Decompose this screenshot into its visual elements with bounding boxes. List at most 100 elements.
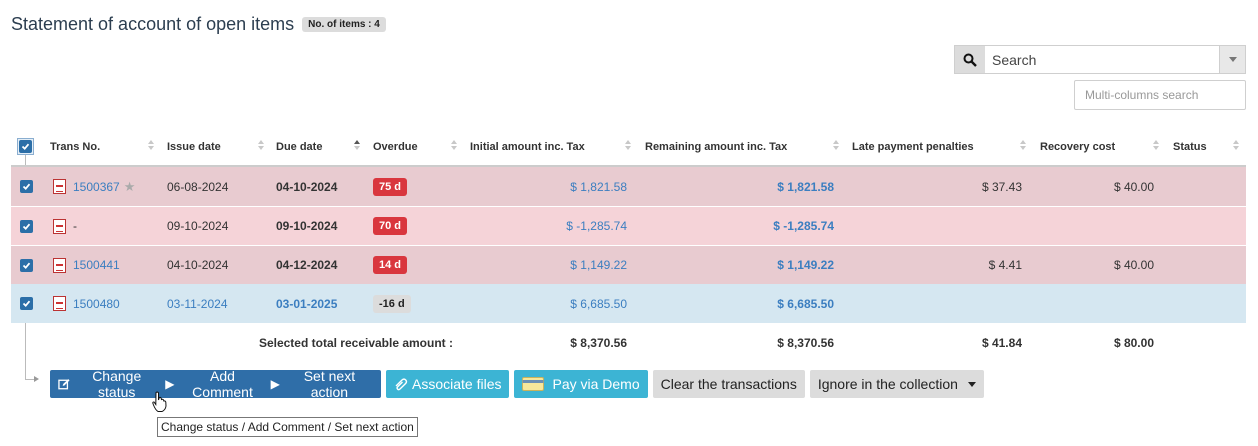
edit-icon — [58, 378, 70, 389]
due-date: 04-10-2024 — [276, 179, 338, 194]
search-icon — [963, 53, 977, 67]
set-next-action-label: Set next action — [303, 368, 356, 400]
action-bar: Change status ▶ Add Comment ▶ Set next a… — [50, 368, 984, 400]
col-recovery-cost[interactable]: Recovery cost — [1040, 141, 1116, 153]
overdue-cell: 75 d — [373, 167, 408, 206]
overdue-badge: -16 d — [373, 294, 411, 313]
pay-via-demo-label: Pay via Demo — [552, 376, 640, 392]
col-overdue[interactable]: Overdue — [373, 141, 418, 153]
col-remaining-amount[interactable]: Remaining amount inc. Tax — [645, 141, 788, 153]
col-due-date[interactable]: Due date — [276, 141, 323, 153]
table-row[interactable]: 1500441 04-10-2024 04-12-2024 14 d $ 1,1… — [11, 245, 1246, 284]
row-checkbox[interactable] — [20, 207, 33, 245]
col-late-penalties[interactable]: Late payment penalties — [852, 141, 974, 153]
remaining-amount: $ -1,285.74 — [773, 219, 834, 233]
trans-no-link[interactable]: 1500367 — [73, 179, 120, 194]
trans-no-cell: - — [53, 207, 77, 245]
table-row[interactable]: 1500367 ★ 06-08-2024 04-10-2024 75 d $ 1… — [11, 167, 1246, 206]
overdue-badge: 70 d — [373, 217, 408, 235]
chevron-down-icon — [1228, 57, 1237, 62]
clear-transactions-button[interactable]: Clear the transactions — [652, 370, 805, 398]
multi-column-search-input[interactable] — [1074, 80, 1246, 110]
open-items-table: Trans No. Issue date Due date Overdue In… — [11, 127, 1246, 362]
overdue-cell: 70 d — [373, 207, 408, 245]
table-row[interactable]: - 09-10-2024 09-10-2024 70 d $ -1,285.74… — [11, 206, 1246, 245]
initial-amount: $ 6,685.50 — [570, 296, 627, 311]
add-comment-label: Add Comment — [192, 368, 253, 400]
col-trans-no[interactable]: Trans No. — [50, 141, 101, 153]
pdf-icon[interactable] — [53, 179, 66, 194]
issue-date: 03-11-2024 — [167, 296, 228, 311]
total-remaining-amount: $ 8,370.56 — [777, 335, 834, 350]
trans-no-link[interactable]: 1500441 — [73, 258, 120, 272]
recovery-cost: $ 40.00 — [1113, 258, 1154, 272]
due-date: 04-12-2024 — [276, 258, 338, 272]
recovery-cost: $ 40.00 — [1113, 179, 1154, 194]
col-issue-date[interactable]: Issue date — [167, 141, 221, 153]
sort-icon[interactable] — [258, 140, 264, 150]
row-checkbox[interactable] — [20, 167, 33, 206]
overdue-cell: -16 d — [373, 284, 411, 323]
search-box — [954, 45, 1246, 74]
sort-icon[interactable] — [1153, 140, 1159, 150]
associate-files-label: Associate files — [412, 376, 502, 392]
sort-icon[interactable] — [625, 140, 631, 150]
table-row[interactable]: 1500480 03-11-2024 03-01-2025 -16 d $ 6,… — [11, 284, 1246, 323]
arrow-right-icon: ▶ — [270, 377, 280, 391]
trans-no-text: - — [73, 219, 77, 233]
search-button[interactable] — [955, 46, 985, 73]
late-penalties: $ 37.43 — [981, 179, 1022, 194]
trans-no-cell: 1500367 ★ — [53, 167, 135, 206]
page-title: Statement of account of open items — [11, 14, 295, 34]
pay-via-demo-button[interactable]: Pay via Demo — [514, 370, 648, 398]
ignore-in-collection-button[interactable]: Ignore in the collection — [809, 370, 984, 398]
tooltip: Change status / Add Comment / Set next a… — [157, 417, 418, 437]
associate-files-button[interactable]: Associate files — [386, 370, 510, 398]
sort-icon[interactable] — [833, 140, 839, 150]
trans-no-cell: 1500441 — [53, 246, 120, 284]
chevron-down-icon — [967, 381, 976, 387]
overdue-cell: 14 d — [373, 246, 408, 284]
select-all-checkbox[interactable] — [17, 127, 34, 165]
late-penalties: $ 4.41 — [988, 258, 1022, 272]
table-header: Trans No. Issue date Due date Overdue In… — [11, 127, 1246, 167]
initial-amount: $ 1,821.58 — [570, 179, 627, 194]
search-dropdown-toggle[interactable] — [1219, 46, 1245, 73]
pdf-icon[interactable] — [53, 218, 66, 234]
change-status-button[interactable]: Change status ▶ Add Comment ▶ Set next a… — [50, 368, 381, 400]
sort-icon[interactable] — [1020, 140, 1026, 150]
overdue-badge: 14 d — [373, 256, 408, 274]
total-initial-amount: $ 8,370.56 — [570, 335, 627, 350]
remaining-amount: $ 6,685.50 — [777, 296, 834, 311]
col-initial-amount[interactable]: Initial amount inc. Tax — [470, 141, 585, 153]
pdf-icon[interactable] — [53, 257, 66, 273]
issue-date: 06-08-2024 — [167, 179, 229, 194]
initial-amount: $ -1,285.74 — [566, 219, 627, 233]
total-late-penalties: $ 41.84 — [981, 335, 1022, 350]
due-date: 09-10-2024 — [276, 219, 338, 233]
row-checkbox[interactable] — [20, 284, 33, 323]
item-count-badge: No. of items : 4 — [302, 17, 386, 32]
change-status-label: Change status — [92, 368, 142, 400]
ignore-in-collection-label: Ignore in the collection — [817, 376, 958, 392]
totals-row: Selected total receivable amount : $ 8,3… — [11, 323, 1246, 362]
pdf-icon[interactable] — [53, 296, 66, 311]
sort-icon[interactable] — [451, 140, 457, 150]
issue-date: 09-10-2024 — [167, 219, 229, 233]
overdue-badge: 75 d — [373, 177, 408, 196]
remaining-amount: $ 1,149.22 — [777, 258, 834, 272]
remaining-amount: $ 1,821.58 — [777, 179, 834, 194]
col-status[interactable]: Status — [1173, 141, 1207, 153]
total-recovery-cost: $ 80.00 — [1113, 335, 1154, 350]
star-icon[interactable]: ★ — [123, 178, 136, 194]
sort-icon[interactable] — [1233, 140, 1239, 150]
sort-icon[interactable] — [148, 140, 154, 150]
trans-no-link[interactable]: 1500480 — [73, 296, 120, 311]
initial-amount: $ 1,149.22 — [570, 258, 627, 272]
arrow-right-icon — [34, 376, 39, 382]
arrow-right-icon: ▶ — [165, 377, 175, 391]
issue-date: 04-10-2024 — [167, 258, 229, 272]
sort-icon[interactable] — [354, 140, 360, 150]
search-input[interactable] — [985, 47, 1219, 72]
row-checkbox[interactable] — [20, 246, 33, 284]
